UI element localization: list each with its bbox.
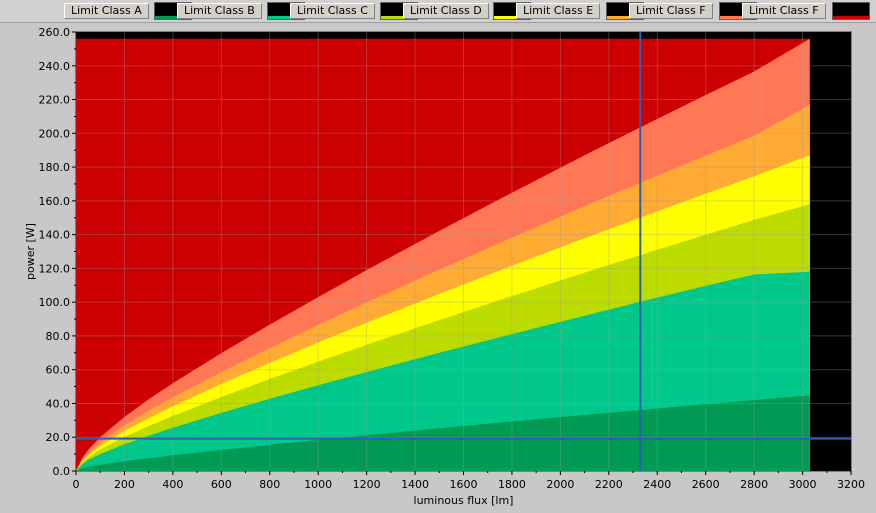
y-tick-label: 160.0	[39, 195, 71, 208]
y-tick-label: 240.0	[39, 60, 71, 73]
x-tick-label: 1000	[304, 478, 332, 491]
x-tick-label: 2600	[692, 478, 720, 491]
x-tick-label: 200	[114, 478, 135, 491]
legend-label-b: Limit Class B	[177, 3, 262, 19]
y-tick-label: 60.0	[46, 364, 71, 377]
y-axis: 0.0 20.0 40.0 60.0 80.0 100.0 120.0 140.0 160.0 1…	[39, 26, 76, 478]
x-tick-label: 1800	[498, 478, 526, 491]
x-tick-label: 3000	[789, 478, 817, 491]
legend-label-c: Limit Class C	[290, 3, 375, 19]
y-tick-label: 40.0	[46, 397, 71, 410]
y-tick-label: 140.0	[39, 229, 71, 242]
legend-label-e: Limit Class E	[516, 3, 601, 19]
y-tick-label: 180.0	[39, 161, 71, 174]
x-tick-label: 3200	[837, 478, 865, 491]
x-tick-label: 800	[259, 478, 280, 491]
legend-swatch-f2[interactable]	[832, 2, 870, 20]
x-tick-label: 2000	[546, 478, 574, 491]
y-tick-label: 220.0	[39, 94, 71, 107]
grid	[76, 32, 851, 471]
area-series	[76, 38, 810, 472]
legend-label-a: Limit Class A	[64, 3, 149, 19]
y-tick-label: 120.0	[39, 262, 71, 275]
x-tick-label: 2800	[740, 478, 768, 491]
y-tick-label: 200.0	[39, 127, 71, 140]
y-tick-label: 80.0	[46, 330, 71, 343]
y-tick-label: 20.0	[46, 431, 71, 444]
legend: Limit Class A Limit Class B Limit Class …	[0, 0, 876, 23]
legend-label-f1: Limit Class F	[629, 3, 713, 19]
x-tick-label: 600	[211, 478, 232, 491]
x-tick-label: 2400	[643, 478, 671, 491]
x-tick-label: 2200	[595, 478, 623, 491]
y-axis-title: power [W]	[24, 223, 37, 280]
legend-label-d: Limit Class D	[403, 3, 489, 19]
legend-label-f2: Limit Class F	[742, 3, 826, 19]
y-tick-label: 260.0	[39, 26, 71, 39]
x-tick-label: 0	[73, 478, 80, 491]
area-series-0	[76, 395, 810, 471]
x-tick-label: 1600	[450, 478, 478, 491]
y-tick-label: 0.0	[53, 465, 71, 478]
y-tick-label: 100.0	[39, 296, 71, 309]
x-axis-title: luminous flux [lm]	[414, 494, 514, 507]
cursor[interactable]	[76, 32, 851, 471]
x-tick-label: 400	[162, 478, 183, 491]
x-axis: 0 200 400 600 800 1000 1200 1400 1600 1800 2000 220…	[73, 471, 865, 491]
x-tick-label: 1200	[353, 478, 381, 491]
x-tick-label: 1400	[401, 478, 429, 491]
